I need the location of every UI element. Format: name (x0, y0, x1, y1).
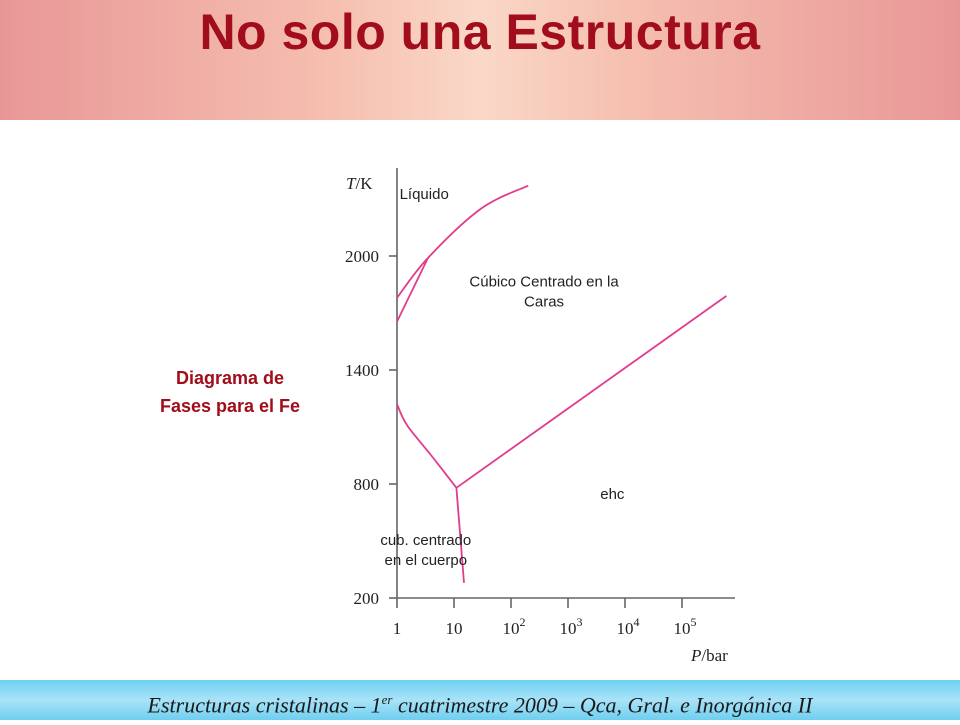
phase-region-label: en el cuerpo (385, 552, 468, 569)
x-tick-label: 1 (393, 619, 402, 638)
x-tick-base: 10 (617, 619, 634, 638)
diagram-caption-line-2: Fases para el Fe (159, 396, 301, 416)
phase-region-label: ehc (600, 486, 625, 503)
x-tick-base: 10 (446, 619, 463, 638)
y-tick-label: 2000 (345, 247, 379, 266)
y-axis-unit: /K (355, 174, 373, 193)
footer-text-part1: Estructuras cristalinas – 1 (147, 692, 382, 718)
x-axis-symbol: P (690, 646, 701, 665)
title-band (0, 0, 960, 120)
x-tick-exponent: 5 (691, 615, 697, 629)
footer-text-part2: cuatrimestre 2009 – Qca, Gral. e Inorgán… (392, 692, 813, 718)
phase-region-label: cub. centrado (380, 532, 471, 549)
phase-boundary-bcc-fcc-low (396, 403, 458, 489)
phase-region-label: Líquido (400, 186, 449, 203)
x-tick-label: 10 (446, 619, 463, 638)
x-tick-label: 102 (503, 615, 526, 638)
y-tick-label: 800 (354, 475, 380, 494)
x-tick-exponent: 3 (577, 615, 583, 629)
phase-region-label: Caras (524, 293, 564, 310)
x-tick-label: 104 (617, 615, 640, 638)
y-tick-label: 1400 (345, 361, 379, 380)
phase-boundary-bcc-hcp (455, 487, 465, 583)
slide-title: No solo una Estructura (199, 4, 761, 60)
phase-boundary-fcc-hcp (455, 295, 727, 489)
footer-band: Estructuras cristalinas – 1er cuatrimest… (0, 680, 960, 720)
footer-text: Estructuras cristalinas – 1er cuatrimest… (0, 680, 960, 720)
y-axis-label: T/K (346, 174, 373, 193)
footer-superscript: er (381, 692, 393, 707)
x-tick-base: 10 (503, 619, 520, 638)
x-axis-unit: /bar (701, 646, 728, 665)
diagram-caption: Diagrama de Fases para el Fe (120, 364, 340, 420)
x-tick-exponent: 4 (634, 615, 640, 629)
x-tick-exponent: 2 (520, 615, 526, 629)
diagram-caption-line-1: Diagrama de (175, 368, 285, 388)
x-tick-base: 10 (560, 619, 577, 638)
x-tick-base: 10 (674, 619, 691, 638)
x-tick-label: 105 (674, 615, 697, 638)
phase-region-label: Cúbico Centrado en la (469, 273, 619, 290)
y-axis-symbol: T (346, 174, 357, 193)
phase-boundary-liquid-solid (396, 184, 529, 299)
x-axis-label: P/bar (690, 646, 728, 665)
x-tick-base: 1 (393, 619, 402, 638)
y-tick-label: 200 (354, 589, 380, 608)
phase-boundary-bcc-fcc-high (396, 257, 429, 322)
x-tick-label: 103 (560, 615, 583, 638)
